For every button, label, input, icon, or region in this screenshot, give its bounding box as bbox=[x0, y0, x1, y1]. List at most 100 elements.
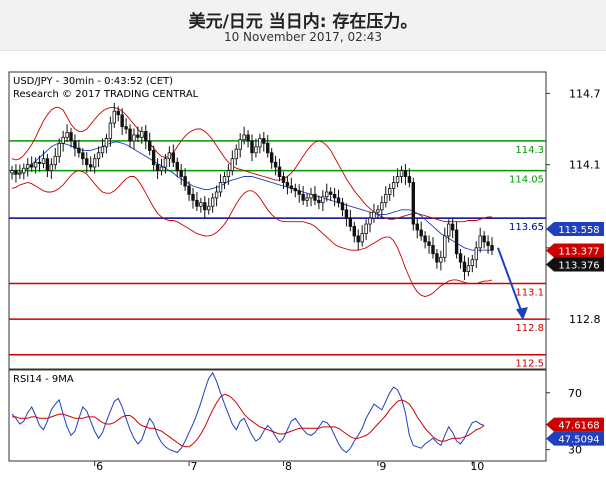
candle bbox=[328, 187, 333, 201]
candle bbox=[18, 164, 22, 179]
candle bbox=[37, 155, 42, 172]
candle bbox=[203, 196, 207, 219]
candle bbox=[22, 163, 26, 180]
candle bbox=[348, 209, 353, 232]
candle bbox=[395, 168, 400, 188]
price-tag: 113.558 bbox=[546, 222, 604, 237]
candle bbox=[151, 145, 156, 172]
candle bbox=[230, 150, 235, 176]
x-tick-label: 10 bbox=[470, 460, 484, 473]
candle bbox=[317, 195, 321, 210]
candle bbox=[419, 221, 423, 241]
candle bbox=[332, 187, 337, 207]
price-info-line: USD/JPY - 30min - 0:43:52 (CET) bbox=[13, 76, 173, 87]
candle bbox=[128, 124, 132, 148]
candle bbox=[85, 152, 89, 173]
price-y-tick-label: 114.1 bbox=[569, 159, 601, 172]
candle bbox=[167, 146, 172, 168]
candle bbox=[195, 191, 199, 211]
candle bbox=[301, 186, 305, 206]
candle bbox=[388, 183, 392, 201]
candle bbox=[281, 171, 286, 190]
x-tick-label: 9 bbox=[379, 460, 386, 473]
lower-band-line bbox=[11, 170, 493, 297]
x-tick-label: 8 bbox=[285, 460, 292, 473]
candle bbox=[81, 148, 85, 166]
candle bbox=[466, 257, 471, 277]
candle bbox=[407, 168, 412, 188]
rsi-panel-frame bbox=[8, 369, 547, 462]
level-label: 114.05 bbox=[509, 175, 544, 186]
candle bbox=[450, 217, 455, 239]
level-label: 112.8 bbox=[515, 323, 544, 334]
candle bbox=[478, 227, 482, 253]
x-tick-label: 7 bbox=[191, 460, 198, 473]
price-tag: 113.377 bbox=[546, 243, 604, 258]
candle bbox=[380, 196, 384, 219]
candle bbox=[470, 254, 475, 273]
candle bbox=[246, 130, 250, 148]
price-tag: 113.376 bbox=[546, 257, 604, 272]
candle bbox=[159, 158, 164, 176]
candle bbox=[175, 157, 179, 178]
candle bbox=[96, 146, 101, 168]
candle bbox=[210, 193, 215, 213]
candle bbox=[187, 181, 191, 201]
price-panel-frame bbox=[8, 71, 547, 370]
candle bbox=[120, 108, 124, 135]
candle bbox=[179, 164, 183, 185]
candle bbox=[140, 126, 144, 144]
candle bbox=[45, 153, 50, 178]
candle bbox=[368, 211, 372, 233]
candle bbox=[431, 237, 435, 259]
price-copyright: Research © 2017 TRADING CENTRAL bbox=[13, 89, 199, 100]
svg-text:113.558: 113.558 bbox=[558, 225, 599, 236]
candle bbox=[124, 118, 128, 134]
candle bbox=[474, 241, 478, 269]
candle bbox=[340, 197, 345, 217]
report-date: 10 November 2017, 02:43 bbox=[223, 30, 383, 44]
candle bbox=[65, 124, 69, 143]
candle bbox=[258, 133, 262, 154]
candle bbox=[53, 148, 57, 170]
candle bbox=[325, 183, 329, 202]
candle bbox=[41, 150, 46, 169]
candle bbox=[391, 175, 396, 197]
candle bbox=[293, 183, 297, 198]
candle bbox=[77, 139, 81, 158]
rsi-tag: 47.5094 bbox=[546, 431, 604, 446]
candle bbox=[132, 128, 136, 150]
candle bbox=[447, 219, 451, 243]
rsi-tag: 47.6168 bbox=[546, 417, 604, 432]
candle bbox=[136, 126, 140, 143]
candle bbox=[199, 197, 203, 213]
candle bbox=[321, 190, 325, 211]
candle bbox=[376, 205, 380, 219]
candle bbox=[372, 203, 376, 223]
candle bbox=[183, 168, 187, 191]
candle bbox=[104, 133, 109, 154]
candle bbox=[297, 184, 301, 203]
rsi-series bbox=[12, 393, 485, 448]
candle bbox=[277, 158, 282, 182]
candle bbox=[69, 127, 73, 148]
candle bbox=[336, 189, 341, 208]
candle bbox=[14, 164, 18, 183]
rsi-y-tick-label: 70 bbox=[568, 387, 582, 400]
candle bbox=[356, 229, 360, 251]
level-label: 113.65 bbox=[509, 222, 544, 233]
candle bbox=[439, 250, 443, 271]
candle bbox=[313, 186, 317, 206]
candle bbox=[254, 138, 258, 158]
candle bbox=[309, 187, 313, 207]
level-label: 114.3 bbox=[515, 145, 544, 156]
candle bbox=[207, 197, 211, 215]
candle bbox=[171, 144, 176, 168]
rsi-label: RSI14 - 9MA bbox=[13, 374, 74, 385]
candle bbox=[427, 235, 431, 254]
candle bbox=[61, 130, 65, 152]
forecast-arrow bbox=[497, 247, 523, 314]
candle bbox=[435, 249, 439, 269]
report-title: 美元/日元 当日内: 存在压力。 bbox=[188, 12, 418, 32]
